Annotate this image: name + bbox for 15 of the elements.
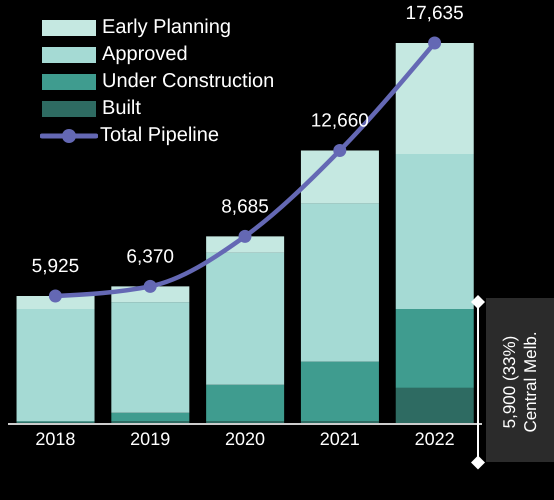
text: 5,900 (33%) Central Melb. — [499, 331, 541, 432]
legend-label: Built — [102, 96, 141, 121]
legend-label: Approved — [102, 42, 188, 67]
x-tick-label: 2020 — [224, 428, 266, 449]
data-label: 6,370 — [126, 246, 174, 268]
x-tick-label: 2022 — [414, 428, 455, 449]
legend-label: Under Construction — [102, 69, 274, 94]
x-tick-label: 2019 — [130, 428, 170, 449]
data-label: 17,635 — [406, 3, 464, 24]
legend-label: Total Pipeline — [100, 123, 219, 148]
legend-label: Early Planning — [102, 15, 231, 40]
data-label: 8,685 — [221, 196, 269, 218]
data-label: 5,925 — [32, 256, 80, 277]
x-tick-label: 2021 — [320, 428, 360, 449]
x-tick-label: 2018 — [35, 428, 76, 449]
